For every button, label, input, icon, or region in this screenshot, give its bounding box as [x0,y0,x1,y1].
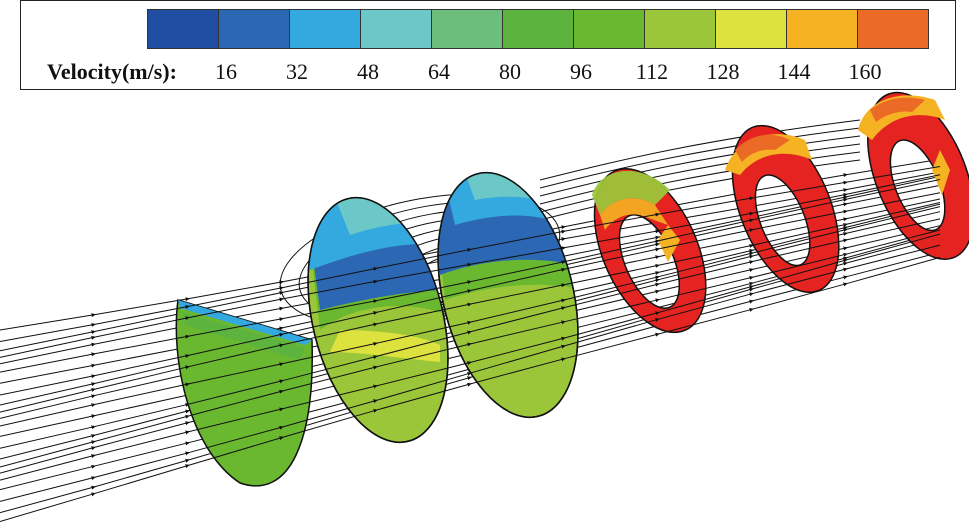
colorbar-tick-label: 80 [499,59,521,84]
colorbar-swatch [431,9,503,49]
streamlines-front [0,166,941,522]
legend-box: Velocity(m/s): 16 32 48 64 80 96 112 128 144 160 [20,0,956,90]
colorbar-tick-label: 48 [357,59,379,84]
cross-section-6 [858,91,969,260]
cross-section-2 [300,182,460,444]
colorbar-tick-label: 96 [570,59,592,84]
colorbar-swatch [360,9,432,49]
streamline [539,119,861,181]
colorbar-swatch [857,9,929,49]
colorbar-tick-label: 112 [635,59,669,84]
colorbar-tick-label: 144 [777,59,811,84]
colorbar-tick-label: 32 [286,59,308,84]
colorbar-swatch [573,9,645,49]
legend-title: Velocity(m/s): [47,59,177,84]
colorbar-swatch [715,9,787,49]
streamline [539,127,861,189]
velocity-colorbar [147,9,929,49]
colorbar-tick-label: 160 [848,59,882,84]
colorbar-tick-label: 128 [706,59,740,84]
cross-section-5 [725,124,840,293]
colorbar-swatch [502,9,574,49]
colorbar-tick-label: 64 [428,59,450,84]
colorbar-swatch [644,9,716,49]
colorbar-tick-label: 16 [215,59,237,84]
colorbar-swatch [218,9,290,49]
streamline [0,256,941,522]
colorbar-swatch [147,9,219,49]
